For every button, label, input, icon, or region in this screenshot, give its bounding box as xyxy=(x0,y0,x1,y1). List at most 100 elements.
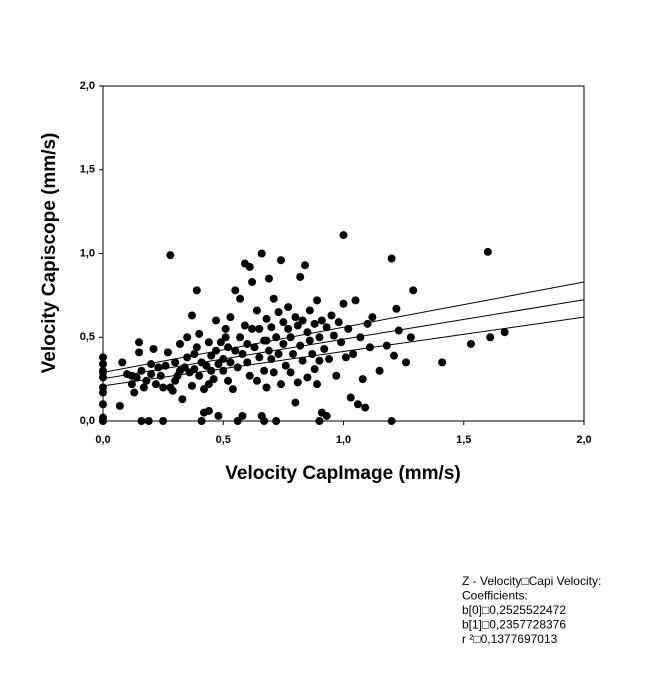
point xyxy=(303,328,312,337)
point xyxy=(269,294,278,303)
point xyxy=(260,366,269,375)
point xyxy=(183,353,192,362)
point xyxy=(226,358,235,367)
point xyxy=(175,339,184,348)
point xyxy=(291,398,300,407)
point xyxy=(267,323,276,332)
point xyxy=(298,356,307,365)
point xyxy=(99,417,107,425)
point xyxy=(221,333,230,342)
point xyxy=(387,254,396,263)
point xyxy=(305,336,314,345)
point xyxy=(466,339,475,348)
point xyxy=(245,262,254,271)
x-axis-title: Velocity CapImage (mm/s) xyxy=(225,463,460,484)
point xyxy=(142,376,151,385)
point xyxy=(151,380,160,389)
annotation-line: r ²□0,1377697013 xyxy=(462,632,558,646)
point xyxy=(226,313,235,322)
point xyxy=(356,333,365,342)
point xyxy=(238,350,247,358)
point xyxy=(264,274,273,283)
point xyxy=(286,368,295,377)
point xyxy=(346,393,355,402)
point xyxy=(284,324,293,333)
point xyxy=(301,261,310,270)
point xyxy=(363,319,372,328)
y-axis-title: Velocity Capiscope (mm/s) xyxy=(39,133,60,374)
point xyxy=(334,318,343,327)
point xyxy=(214,411,223,420)
x-tick-label: 0,5 xyxy=(216,434,231,446)
point xyxy=(284,303,293,312)
point xyxy=(240,321,249,330)
point xyxy=(216,338,225,347)
point xyxy=(402,358,411,367)
point xyxy=(132,373,141,382)
point xyxy=(248,324,257,333)
point xyxy=(262,314,271,323)
point xyxy=(187,311,196,320)
point xyxy=(310,319,319,328)
point xyxy=(291,313,300,322)
point xyxy=(212,316,221,325)
point xyxy=(228,385,237,394)
point xyxy=(233,417,242,425)
point xyxy=(214,360,223,369)
point xyxy=(187,381,196,390)
x-tick-label: 0,0 xyxy=(95,434,110,446)
point xyxy=(243,358,252,367)
point xyxy=(486,333,495,342)
point xyxy=(204,406,213,415)
point xyxy=(322,323,331,332)
point xyxy=(322,411,331,420)
point xyxy=(245,371,254,380)
point xyxy=(99,400,107,409)
point xyxy=(375,366,384,375)
point xyxy=(260,417,269,425)
point xyxy=(192,286,201,295)
point xyxy=(262,336,271,345)
point xyxy=(115,401,124,410)
point xyxy=(298,316,307,325)
point xyxy=(190,365,199,374)
point xyxy=(281,361,290,370)
annotation-line: Z - Velocity□Capi Velocity: xyxy=(462,574,601,588)
point xyxy=(236,333,245,342)
point xyxy=(195,329,204,338)
point xyxy=(264,346,273,355)
point xyxy=(255,324,264,333)
point xyxy=(149,344,158,353)
point xyxy=(279,339,288,348)
point xyxy=(257,249,266,258)
annotation-line: b[0]□0,2525522472 xyxy=(462,603,566,617)
point xyxy=(368,313,377,322)
point xyxy=(288,350,297,358)
point xyxy=(353,400,362,409)
point xyxy=(99,373,107,382)
y-tick-label: 1,5 xyxy=(80,164,95,176)
point xyxy=(137,417,146,425)
point xyxy=(361,403,370,412)
y-tick-label: 1,0 xyxy=(80,247,95,259)
y-tick-label: 0,0 xyxy=(80,415,95,427)
point xyxy=(163,348,172,357)
point xyxy=(221,324,230,333)
point xyxy=(118,358,127,367)
x-tick-label: 1,0 xyxy=(336,434,351,446)
point xyxy=(390,351,399,360)
point xyxy=(409,286,418,295)
point xyxy=(212,346,221,355)
point xyxy=(207,351,216,360)
point xyxy=(99,388,107,397)
point xyxy=(137,366,146,375)
point xyxy=(349,350,358,358)
point xyxy=(147,360,156,369)
point xyxy=(317,316,326,325)
point xyxy=(159,417,168,425)
point xyxy=(171,358,180,367)
point xyxy=(279,318,288,327)
y-tick-label: 2,0 xyxy=(80,80,95,92)
point xyxy=(392,304,401,313)
